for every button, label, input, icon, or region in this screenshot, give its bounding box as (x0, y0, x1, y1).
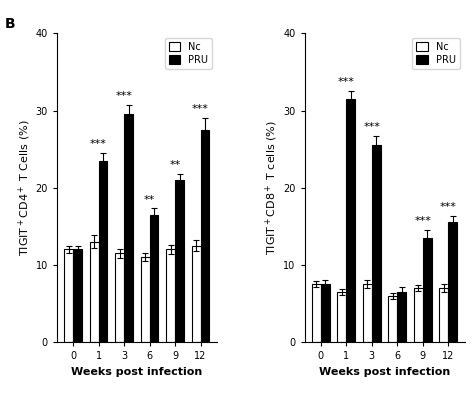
Y-axis label: TIGIT$^+$CD4$^+$ T Cells (%): TIGIT$^+$CD4$^+$ T Cells (%) (17, 119, 33, 256)
Bar (99, 161, 108, 342)
Bar (166, 249, 175, 342)
Text: **: ** (144, 195, 155, 205)
Bar (201, 130, 210, 342)
X-axis label: Weeks post infection: Weeks post infection (71, 367, 202, 377)
Bar (388, 296, 397, 342)
Bar (363, 284, 372, 342)
Bar (175, 180, 184, 342)
Text: ***: *** (414, 216, 431, 226)
Bar (372, 145, 381, 342)
Bar (141, 257, 150, 342)
Bar (73, 249, 82, 342)
Bar (423, 238, 432, 342)
X-axis label: Weeks post infection: Weeks post infection (319, 367, 450, 377)
Text: ***: *** (338, 78, 355, 88)
Bar (337, 292, 346, 342)
Bar (448, 222, 457, 342)
Text: ***: *** (440, 202, 457, 212)
Text: ***: *** (116, 91, 133, 101)
Bar (397, 292, 406, 342)
Text: ***: *** (364, 122, 380, 132)
Bar (321, 284, 330, 342)
Bar (346, 99, 356, 342)
Legend: Nc, PRU: Nc, PRU (164, 38, 212, 69)
Bar (64, 249, 73, 342)
Bar (150, 215, 158, 342)
Bar (90, 241, 99, 342)
Legend: Nc, PRU: Nc, PRU (412, 38, 460, 69)
Text: ***: *** (90, 139, 107, 149)
Bar (312, 284, 321, 342)
Bar (439, 288, 448, 342)
Text: B: B (5, 17, 15, 31)
Text: **: ** (169, 160, 181, 170)
Y-axis label: TIGIT$^+$CD8$^+$ T cells (%): TIGIT$^+$CD8$^+$ T cells (%) (264, 120, 281, 255)
Bar (115, 253, 124, 342)
Bar (124, 114, 133, 342)
Text: ***: *** (192, 104, 209, 114)
Bar (414, 288, 423, 342)
Bar (191, 246, 201, 342)
